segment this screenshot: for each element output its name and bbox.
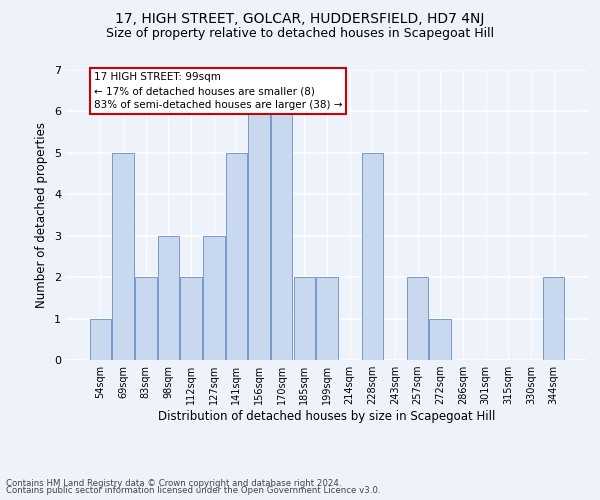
Bar	[112, 153, 134, 360]
Bar	[248, 112, 270, 360]
Bar	[271, 112, 292, 360]
Bar	[543, 277, 564, 360]
Bar	[226, 153, 247, 360]
Bar	[90, 318, 111, 360]
Y-axis label: Number of detached properties: Number of detached properties	[35, 122, 49, 308]
Bar	[181, 277, 202, 360]
Text: 17 HIGH STREET: 99sqm
← 17% of detached houses are smaller (8)
83% of semi-detac: 17 HIGH STREET: 99sqm ← 17% of detached …	[94, 72, 342, 110]
Bar	[362, 153, 383, 360]
Text: Contains public sector information licensed under the Open Government Licence v3: Contains public sector information licen…	[6, 486, 380, 495]
Bar	[158, 236, 179, 360]
Bar	[316, 277, 338, 360]
Bar	[203, 236, 224, 360]
Bar	[135, 277, 157, 360]
Text: Contains HM Land Registry data © Crown copyright and database right 2024.: Contains HM Land Registry data © Crown c…	[6, 478, 341, 488]
Text: Size of property relative to detached houses in Scapegoat Hill: Size of property relative to detached ho…	[106, 28, 494, 40]
Bar	[293, 277, 315, 360]
Text: 17, HIGH STREET, GOLCAR, HUDDERSFIELD, HD7 4NJ: 17, HIGH STREET, GOLCAR, HUDDERSFIELD, H…	[115, 12, 485, 26]
Bar	[407, 277, 428, 360]
X-axis label: Distribution of detached houses by size in Scapegoat Hill: Distribution of detached houses by size …	[158, 410, 496, 423]
Bar	[430, 318, 451, 360]
